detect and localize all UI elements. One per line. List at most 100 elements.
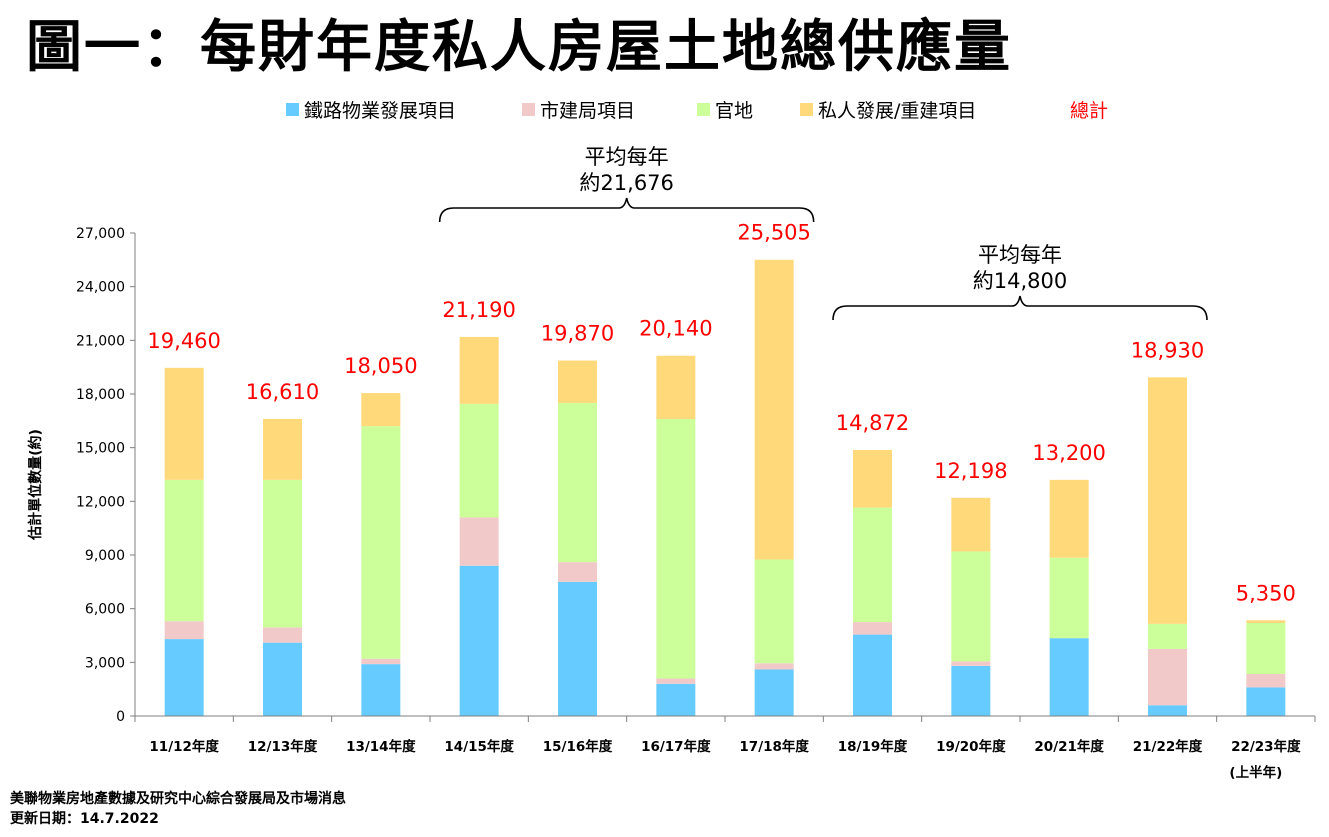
y-axis: 0 3,000 6,000 9,000 12,000 15,000 18,000 21,000… xyxy=(27,226,136,725)
bar-segment xyxy=(1049,479,1089,558)
bar-segment xyxy=(164,639,204,716)
bar-segment xyxy=(1246,687,1286,716)
x-tick-label: 20/21年度 xyxy=(1034,738,1104,755)
bar-segment xyxy=(853,507,892,623)
total-label: 14,872 xyxy=(836,411,909,435)
y-tick-label: 15,000 xyxy=(76,441,125,457)
bar-segment xyxy=(459,403,499,518)
bar-segment xyxy=(754,669,794,716)
bar-segment xyxy=(1246,673,1286,688)
bar-segment xyxy=(853,449,892,508)
y-tick-label: 3,000 xyxy=(85,655,125,671)
legend-label: 鐵路物業發展項目 xyxy=(304,100,456,122)
legend-label: 官地 xyxy=(715,100,753,122)
legend-label: 市建局項目 xyxy=(540,100,635,122)
total-label: 19,870 xyxy=(541,322,614,346)
bar-segment xyxy=(361,426,401,659)
bar-segment xyxy=(459,517,499,566)
x-axis: 11/12年度 12/13年度 13/14年度 14/15年度 15/16年度 16/17… xyxy=(134,715,1316,781)
bar-segment xyxy=(1049,557,1089,639)
bar-segment xyxy=(951,665,991,716)
total-label: 18,930 xyxy=(1131,338,1204,362)
total-label: 21,190 xyxy=(442,298,515,322)
bar-segment xyxy=(1246,620,1286,623)
y-tick-label: 9,000 xyxy=(85,548,125,564)
x-tick-label: 22/23年度 xyxy=(1231,738,1301,755)
x-tick-label: 17/18年度 xyxy=(739,738,809,755)
bar-segment xyxy=(853,634,892,716)
legend-label-total: 總計 xyxy=(1070,100,1108,122)
bar-segment xyxy=(459,565,499,716)
bar-segment xyxy=(951,661,991,666)
bar-segment xyxy=(1246,622,1286,674)
total-label: 12,198 xyxy=(934,459,1007,483)
bar-segment xyxy=(951,497,991,552)
bar-segment xyxy=(558,581,597,716)
y-tick-label: 24,000 xyxy=(76,280,125,296)
bar-segment xyxy=(656,355,696,420)
bar-segment xyxy=(558,562,597,582)
bar-segment xyxy=(263,627,302,643)
legend-swatch xyxy=(697,103,710,116)
y-tick-label: 0 xyxy=(116,709,125,725)
total-label: 25,505 xyxy=(737,221,810,245)
bar-segment xyxy=(1148,377,1187,624)
bar-segment xyxy=(1049,638,1089,716)
bar-segment xyxy=(656,678,696,684)
bar-segment xyxy=(754,559,794,664)
chart-title: 圖一：每財年度私人房屋土地總供應量 xyxy=(26,15,1012,80)
y-tick-label: 18,000 xyxy=(76,387,125,403)
y-axis-label: 估計單位數量(約) xyxy=(27,429,44,541)
x-tick-label: 19/20年度 xyxy=(936,738,1006,755)
total-label: 13,200 xyxy=(1032,441,1105,465)
brace xyxy=(438,197,815,223)
brace-label-line1: 平均每年 xyxy=(585,145,669,169)
total-label: 20,140 xyxy=(639,317,712,341)
brace xyxy=(832,295,1208,321)
bar-segment xyxy=(1148,623,1187,649)
bar-segment xyxy=(263,479,302,628)
x-tick-label: 18/19年度 xyxy=(838,738,908,755)
y-tick-label: 6,000 xyxy=(85,602,125,618)
bars xyxy=(164,259,1286,716)
bar-segment xyxy=(558,360,597,403)
legend-swatch xyxy=(286,103,299,116)
update-date: 更新日期：14.7.2022 xyxy=(10,811,159,827)
total-label: 5,350 xyxy=(1236,581,1296,605)
x-tick-label: 11/12年度 xyxy=(149,738,219,755)
x-tick-label: 12/13年度 xyxy=(248,738,318,755)
footer: 美聯物業房地產數據及研究中心綜合發展局及市場消息 更新日期：14.7.2022 xyxy=(10,789,346,829)
total-label: 16,610 xyxy=(246,380,319,404)
x-tick-label: 16/17年度 xyxy=(641,738,711,755)
bar-segment xyxy=(164,367,204,480)
brace-label-line1: 平均每年 xyxy=(978,243,1062,267)
bar-segment xyxy=(263,418,302,480)
bar-segment xyxy=(656,683,696,716)
total-label: 18,050 xyxy=(344,354,417,378)
x-tick-note: (上半年) xyxy=(1229,764,1282,781)
y-tick-label: 27,000 xyxy=(76,226,125,242)
bar-segment xyxy=(263,642,302,716)
bar-segment xyxy=(558,402,597,563)
legend-swatch xyxy=(522,103,535,116)
legend-swatch xyxy=(800,103,813,116)
bar-segment xyxy=(754,663,794,670)
bar-segment xyxy=(361,664,401,716)
bar-segment xyxy=(164,621,204,640)
bar-segment xyxy=(361,393,401,427)
total-label: 19,460 xyxy=(147,329,220,353)
bar-segment xyxy=(853,622,892,635)
total-labels: 19,460 16,610 18,050 21,190 19,870 20,140 25,5… xyxy=(147,221,1295,606)
legend: 鐵路物業發展項目 市建局項目 官地 私人發展/重建項目 總計 xyxy=(286,100,1108,122)
bar-segment xyxy=(459,336,499,404)
bar-segment xyxy=(951,551,991,662)
bar-segment xyxy=(361,658,401,665)
x-tick-label: 21/22年度 xyxy=(1133,738,1203,755)
y-tick-label: 12,000 xyxy=(76,494,125,510)
x-tick-label: 14/15年度 xyxy=(444,738,514,755)
bar-segment xyxy=(1148,705,1187,716)
bar-segment xyxy=(1148,648,1187,706)
stacked-bar-chart: 鐵路物業發展項目 市建局項目 官地 私人發展/重建項目 總計 平均每年約21,676平均… xyxy=(27,100,1316,781)
y-tick-label: 21,000 xyxy=(76,333,125,349)
